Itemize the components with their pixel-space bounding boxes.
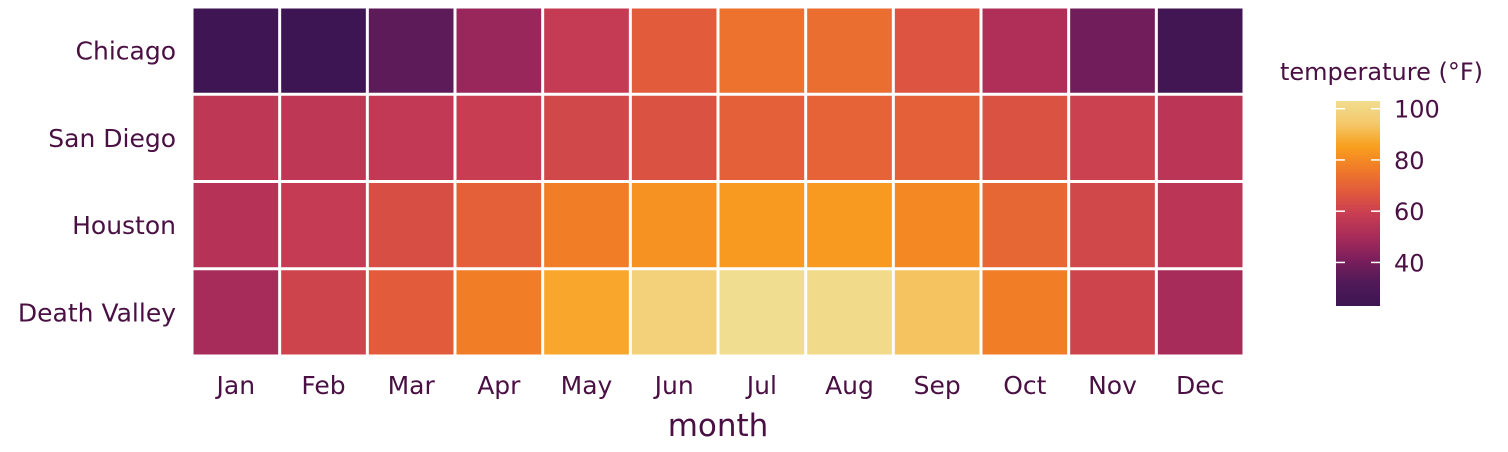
- x-tick-label: Jun: [653, 371, 694, 400]
- y-tick-label: Chicago: [76, 37, 176, 66]
- heatmap-cell: [193, 95, 279, 180]
- x-tick-label: Jul: [745, 371, 777, 400]
- heatmap-cell: [719, 183, 805, 268]
- heatmap-cell: [544, 183, 629, 268]
- heatmap-cell: [719, 8, 805, 93]
- y-tick-label: San Diego: [48, 124, 176, 153]
- x-axis-title: month: [668, 408, 769, 444]
- heatmap-cell: [1157, 8, 1243, 93]
- colorbar-tick-label: 40: [1394, 249, 1425, 277]
- colorbar-gradient: [1336, 101, 1380, 306]
- heatmap-cell: [456, 270, 542, 355]
- row-labels: Chicago San Diego Houston Death Valley: [18, 37, 176, 328]
- colorbar-tick-label: 60: [1394, 198, 1425, 226]
- heatmap-cell: [631, 270, 717, 355]
- colorbar-title: temperature (°F): [1280, 58, 1483, 86]
- heatmap-cell: [1070, 95, 1155, 180]
- heatmap-cell: [894, 95, 980, 180]
- heatmap-cell: [631, 8, 717, 93]
- heatmap-cell: [544, 8, 629, 93]
- heatmap-cell: [368, 270, 454, 355]
- heatmap-cell: [456, 183, 542, 268]
- y-tick-label: Death Valley: [18, 298, 176, 327]
- heatmap-cell: [1157, 270, 1243, 355]
- heatmap-cell: [807, 270, 892, 355]
- heatmap-cell: [1070, 8, 1155, 93]
- colorbar-tick-label: 80: [1394, 147, 1425, 175]
- heatmap-cell: [544, 95, 629, 180]
- heatmap-cell: [982, 95, 1068, 180]
- heatmap-cell: [982, 8, 1068, 93]
- x-tick-label: Sep: [914, 371, 961, 400]
- heatmap-cells: [193, 8, 1243, 355]
- heatmap-cell: [1070, 270, 1155, 355]
- heatmap-cell: [193, 8, 279, 93]
- x-tick-label: Oct: [1003, 371, 1046, 400]
- heatmap-cell: [368, 95, 454, 180]
- heatmap-cell: [1157, 183, 1243, 268]
- x-tick-label: Aug: [825, 371, 874, 400]
- x-tick-label: May: [561, 371, 613, 400]
- heatmap-cell: [281, 270, 366, 355]
- heatmap-cell: [631, 183, 717, 268]
- x-tick-label: Nov: [1088, 371, 1137, 400]
- heatmap-cell: [544, 270, 629, 355]
- heatmap-cell: [807, 8, 892, 93]
- y-tick-label: Houston: [72, 211, 176, 240]
- x-tick-label: Dec: [1176, 371, 1224, 400]
- heatmap-cell: [894, 8, 980, 93]
- heatmap-cell: [1157, 95, 1243, 180]
- heatmap-cell: [807, 183, 892, 268]
- heatmap-cell: [456, 95, 542, 180]
- heatmap-cell: [1070, 183, 1155, 268]
- heatmap-cell: [368, 8, 454, 93]
- x-tick-label: Jan: [215, 371, 256, 400]
- x-tick-label: Mar: [388, 371, 436, 400]
- heatmap-cell: [894, 183, 980, 268]
- heatmap-cell: [281, 8, 366, 93]
- heatmap-cell: [894, 270, 980, 355]
- colorbar-legend: temperature (°F) 40 60 80 100: [1280, 58, 1483, 306]
- heatmap-cell: [368, 183, 454, 268]
- colorbar-tick-label: 100: [1394, 96, 1440, 124]
- heatmap-cell: [193, 183, 279, 268]
- x-tick-labels: Jan Feb Mar Apr May Jun Jul Aug Sep Oct Nov Dec: [215, 371, 1225, 400]
- heatmap-cell: [456, 8, 542, 93]
- heatmap-cell: [631, 95, 717, 180]
- heatmap-cell: [719, 270, 805, 355]
- heatmap-cell: [982, 270, 1068, 355]
- heatmap-cell: [193, 270, 279, 355]
- heatmap-cell: [281, 183, 366, 268]
- heatmap-cell: [719, 95, 805, 180]
- heatmap-cell: [807, 95, 892, 180]
- heatmap-cell: [281, 95, 366, 180]
- x-tick-label: Feb: [301, 371, 345, 400]
- x-tick-label: Apr: [477, 371, 521, 400]
- heatmap-cell: [982, 183, 1068, 268]
- colorbar-ticks: 40 60 80 100: [1336, 96, 1440, 277]
